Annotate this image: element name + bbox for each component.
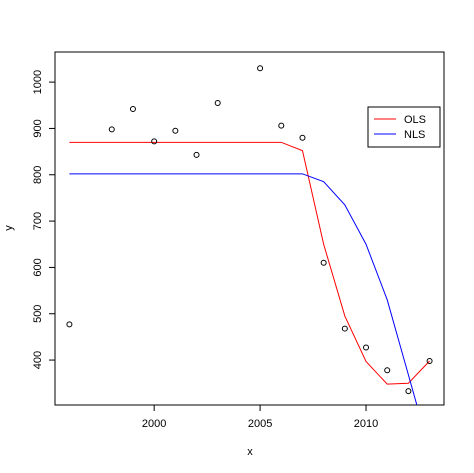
legend-box xyxy=(367,106,441,148)
data-point xyxy=(278,122,285,129)
data-point xyxy=(257,65,264,72)
line-series xyxy=(69,173,418,405)
data-point xyxy=(214,99,221,106)
y-tick-label: 1000 xyxy=(32,70,44,94)
x-tick-label: 2000 xyxy=(142,418,166,430)
data-point xyxy=(172,127,179,134)
data-point xyxy=(363,344,370,351)
data-point xyxy=(299,134,306,141)
data-point xyxy=(341,325,348,332)
legend-label: NLS xyxy=(404,129,425,141)
data-point xyxy=(66,321,73,328)
x-tick-label: 2010 xyxy=(354,418,378,430)
data-point xyxy=(108,126,115,133)
line-series xyxy=(69,141,430,385)
y-tick-label: 700 xyxy=(32,212,44,230)
plot-box xyxy=(54,51,445,406)
data-point xyxy=(151,138,158,145)
y-axis-label: y xyxy=(3,225,15,231)
data-point xyxy=(426,357,433,364)
data-point xyxy=(384,367,391,374)
x-tick-label: 2005 xyxy=(248,418,272,430)
y-tick-label: 900 xyxy=(32,119,44,137)
legend-label: OLS xyxy=(404,114,426,126)
y-tick-label: 800 xyxy=(32,166,44,184)
x-axis-label: x xyxy=(247,446,253,458)
plot-area xyxy=(66,65,433,405)
y-tick-label: 400 xyxy=(32,351,44,369)
y-tick-label: 600 xyxy=(32,258,44,276)
data-point xyxy=(405,388,412,395)
data-point xyxy=(129,105,136,112)
y-tick-label: 500 xyxy=(32,305,44,323)
data-point xyxy=(193,151,200,158)
data-point xyxy=(320,259,327,266)
